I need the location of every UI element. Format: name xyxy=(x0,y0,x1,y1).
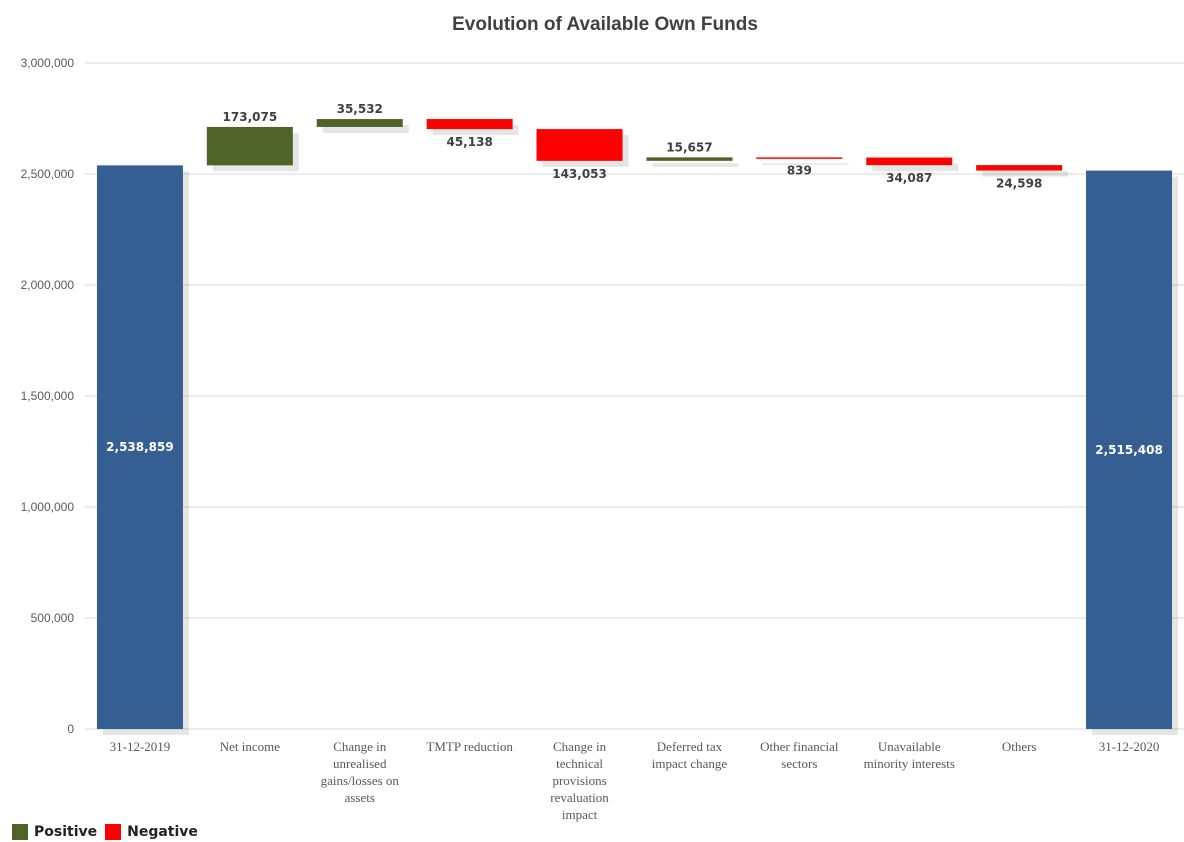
y-tick-label: 0 xyxy=(67,722,74,736)
x-tick-label: sectors xyxy=(781,756,817,771)
x-tick-label: Net income xyxy=(220,739,281,754)
bar xyxy=(646,157,733,161)
bar xyxy=(866,157,953,166)
bar xyxy=(756,157,843,159)
y-tick-label: 2,000,000 xyxy=(21,278,75,292)
data-label: 2,515,408 xyxy=(1095,443,1163,457)
legend: Positive Negative xyxy=(12,824,206,840)
y-tick-label: 3,000,000 xyxy=(21,56,75,70)
bar-shadow xyxy=(872,163,959,172)
chart-title: Evolution of Available Own Funds xyxy=(452,14,758,35)
bar xyxy=(536,129,623,161)
bar-shadow xyxy=(322,125,409,133)
y-tick-label: 1,500,000 xyxy=(21,389,75,403)
x-tick-label: impact change xyxy=(652,756,728,771)
x-tick-label: Others xyxy=(1002,739,1037,754)
x-tick-label: 31-12-2020 xyxy=(1099,739,1160,754)
x-tick-label: Change in xyxy=(333,739,387,754)
bar xyxy=(976,165,1063,171)
data-label: 2,538,859 xyxy=(106,440,174,454)
x-tick-label: minority interests xyxy=(864,756,955,771)
bar xyxy=(206,126,293,166)
legend-item-negative: Negative xyxy=(105,824,198,840)
bar-shadow xyxy=(432,125,519,136)
legend-swatch-positive xyxy=(12,824,28,840)
data-label: 34,087 xyxy=(886,171,932,185)
bar xyxy=(316,119,403,127)
data-label: 143,053 xyxy=(552,167,607,181)
x-tick-label: Unavailable xyxy=(878,739,941,754)
x-tick-label: Other financial xyxy=(760,739,839,754)
legend-label-positive: Positive xyxy=(34,824,98,840)
bar-shadow xyxy=(652,163,739,167)
data-label: 15,657 xyxy=(666,140,712,154)
legend-label-negative: Negative xyxy=(127,824,198,840)
y-tick-label: 2,500,000 xyxy=(21,167,75,181)
x-tick-label: impact xyxy=(562,807,598,822)
x-tick-label: assets xyxy=(345,790,375,805)
x-tick-label: provisions xyxy=(552,773,606,788)
x-tick-label: TMTP reduction xyxy=(426,739,513,754)
data-label: 173,075 xyxy=(223,110,278,124)
y-tick-label: 500,000 xyxy=(31,611,75,625)
y-tick-label: 1,000,000 xyxy=(21,500,75,514)
bar xyxy=(426,119,513,130)
data-label: 35,532 xyxy=(337,102,383,116)
data-label: 24,598 xyxy=(996,177,1042,191)
bar-shadow xyxy=(762,163,849,165)
x-tick-label: unrealised xyxy=(333,756,387,771)
bar xyxy=(1086,170,1173,730)
x-tick-label: Deferred tax xyxy=(657,739,723,754)
x-tick-label: revaluation xyxy=(550,790,609,805)
x-tick-label: technical xyxy=(556,756,603,771)
legend-swatch-negative xyxy=(105,824,122,840)
x-tick-label: 31-12-2019 xyxy=(110,739,171,754)
bar xyxy=(96,165,183,730)
x-tick-label: Change in xyxy=(553,739,607,754)
x-tick-label: gains/losses on xyxy=(321,773,400,788)
data-label: 45,138 xyxy=(446,135,492,149)
legend-item-positive: Positive xyxy=(12,824,97,840)
data-label: 839 xyxy=(787,164,812,178)
bar-shadow xyxy=(982,171,1069,177)
